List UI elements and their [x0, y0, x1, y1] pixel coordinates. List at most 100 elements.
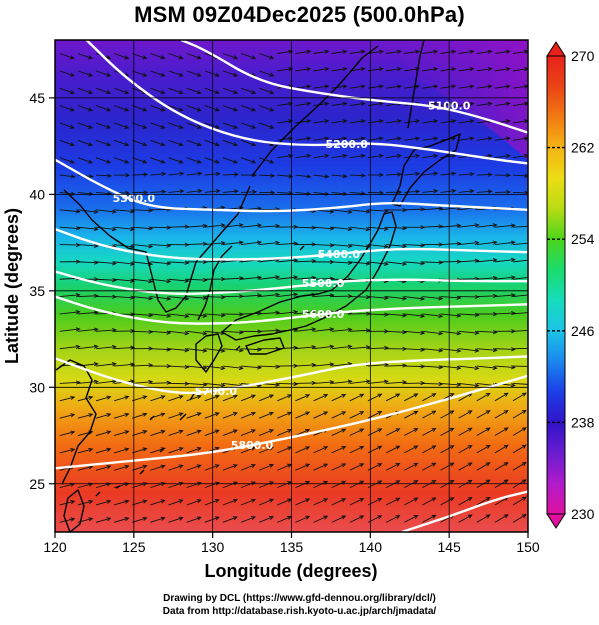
wind-arrow: [77, 447, 94, 454]
wind-arrow: [513, 365, 528, 367]
wind-arrow: [422, 428, 437, 436]
wind-arrow: [386, 380, 408, 385]
wind-arrow: [404, 393, 419, 402]
wind-arrow: [313, 84, 330, 89]
wind-arrow: [150, 122, 166, 129]
wind-arrow: [186, 464, 202, 471]
wind-arrow: [168, 348, 190, 353]
wind-arrow: [313, 293, 335, 298]
wind-arrow: [331, 84, 348, 89]
wind-arrow: [313, 515, 329, 523]
wind-arrow: [295, 327, 317, 332]
wind-arrow: [494, 153, 511, 159]
wind-arrow: [386, 49, 402, 54]
coastline-japan-honshu: [221, 211, 397, 341]
wind-arrow: [113, 157, 130, 164]
wind-arrow: [494, 173, 511, 178]
x-tick-label: 120: [43, 539, 67, 555]
wind-arrow: [150, 429, 166, 436]
wind-arrow: [222, 139, 239, 147]
wind-arrow: [295, 446, 311, 454]
wind-arrow: [313, 136, 330, 141]
colorbar: 230 238 246 254 262 270: [546, 41, 595, 529]
wind-arrow: [386, 243, 408, 249]
wind-arrow: [422, 330, 444, 336]
wind-arrow: [476, 258, 498, 263]
wind-arrow: [59, 380, 81, 385]
wind-arrow: [404, 243, 426, 248]
wind-arrow: [132, 412, 148, 419]
wind-arrow: [277, 275, 299, 280]
wind-arrow: [295, 515, 311, 523]
wind-arrow: [476, 427, 491, 436]
wind-arrow: [386, 190, 403, 195]
wind-arrow: [386, 172, 403, 177]
wind-arrow: [259, 364, 281, 369]
y-axis-title: Latitude (degrees): [2, 208, 22, 364]
wind-arrow: [204, 382, 226, 388]
wind-arrow: [59, 87, 75, 95]
wind-arrow: [440, 101, 457, 107]
wind-arrow: [494, 410, 509, 419]
wind-arrow: [59, 395, 76, 402]
colorbar-tick-label: 230: [571, 506, 595, 522]
wind-arrow: [95, 87, 112, 95]
wind-arrow: [132, 430, 148, 436]
wind-arrow: [59, 430, 76, 436]
wind-arrow: [385, 463, 401, 471]
wind-arrow: [204, 122, 220, 129]
wind-arrow: [386, 261, 407, 266]
wind-arrow: [295, 119, 312, 124]
wind-arrow: [422, 497, 437, 506]
wind-arrow: [404, 189, 421, 194]
wind-arrow: [512, 225, 528, 228]
wind-arrow: [476, 462, 491, 471]
y-tick-label: 30: [29, 379, 45, 395]
wind-arrow: [385, 480, 401, 489]
wind-arrow: [367, 312, 389, 317]
wind-arrow: [404, 119, 421, 124]
wind-arrow: [476, 49, 493, 54]
wind-arrow: [113, 499, 130, 506]
wind-arrow: [422, 410, 437, 419]
wind-arrow: [95, 499, 112, 506]
wind-arrow: [349, 480, 365, 489]
wind-arrow: [367, 362, 389, 367]
wind-arrow: [476, 172, 493, 177]
wind-arrow: [295, 258, 317, 264]
wind-arrow: [313, 49, 330, 54]
wind-arrow: [313, 119, 330, 124]
wind-arrow: [222, 312, 244, 317]
wind-arrow: [458, 410, 473, 419]
coastline-japan-hokkaido: [391, 133, 461, 207]
wind-arrow: [331, 153, 348, 159]
wind-arrow: [476, 497, 491, 506]
x-tick-label: 145: [437, 539, 461, 555]
wind-arrow: [295, 153, 312, 159]
wind-arrow: [494, 101, 511, 107]
wind-arrow: [259, 157, 275, 164]
wind-arrow: [95, 209, 117, 214]
wind-arrow: [77, 139, 93, 147]
contour-label: 5500.0: [302, 277, 345, 290]
wind-arrow: [385, 497, 401, 506]
wind-arrow: [422, 393, 437, 402]
wind-arrow: [113, 412, 130, 419]
wind-arrow: [512, 392, 527, 402]
wind-arrow: [77, 53, 93, 60]
wind-arrow: [440, 188, 457, 194]
wind-arrow: [168, 122, 184, 129]
wind-arrow: [349, 101, 366, 107]
wind-arrow: [476, 410, 491, 419]
wind-arrow: [222, 189, 239, 194]
wind-arrow: [168, 447, 184, 454]
wind-arrow: [186, 330, 208, 336]
wind-arrow: [132, 379, 154, 385]
wind-arrow: [349, 136, 366, 141]
wind-arrow: [331, 209, 353, 214]
wind-arrow: [259, 173, 276, 178]
wind-arrow: [476, 365, 498, 370]
wind-arrow: [295, 309, 317, 315]
wind-arrow: [222, 516, 238, 523]
wind-arrow: [168, 278, 190, 283]
